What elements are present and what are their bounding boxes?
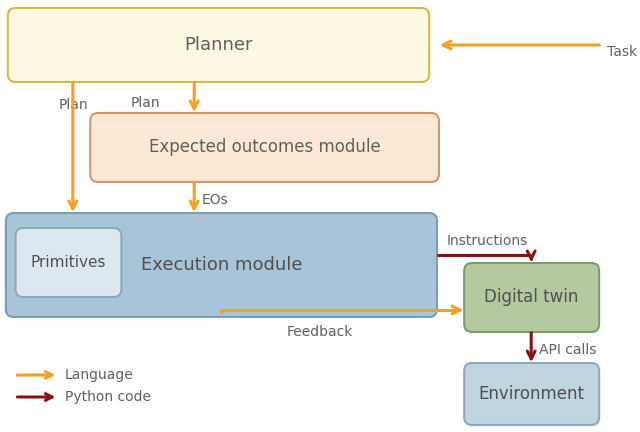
FancyBboxPatch shape [90,113,439,182]
Text: Digital twin: Digital twin [484,289,579,306]
FancyBboxPatch shape [6,213,437,317]
Text: API calls: API calls [539,343,596,357]
Text: Expected outcomes module: Expected outcomes module [148,139,381,156]
Text: Plan: Plan [131,96,161,110]
FancyBboxPatch shape [464,263,599,332]
Text: EOs: EOs [202,193,228,207]
Text: Task: Task [607,45,637,59]
Text: Language: Language [65,368,134,382]
FancyBboxPatch shape [15,228,122,297]
Text: Primitives: Primitives [31,255,106,270]
Text: Environment: Environment [479,385,585,403]
Text: Instructions: Instructions [447,234,528,248]
FancyBboxPatch shape [464,363,599,425]
Text: Feedback: Feedback [287,325,353,339]
Text: Python code: Python code [65,390,151,404]
Text: Planner: Planner [184,36,253,54]
Text: Execution module: Execution module [141,256,302,274]
Text: Plan: Plan [58,98,88,112]
FancyBboxPatch shape [8,8,429,82]
